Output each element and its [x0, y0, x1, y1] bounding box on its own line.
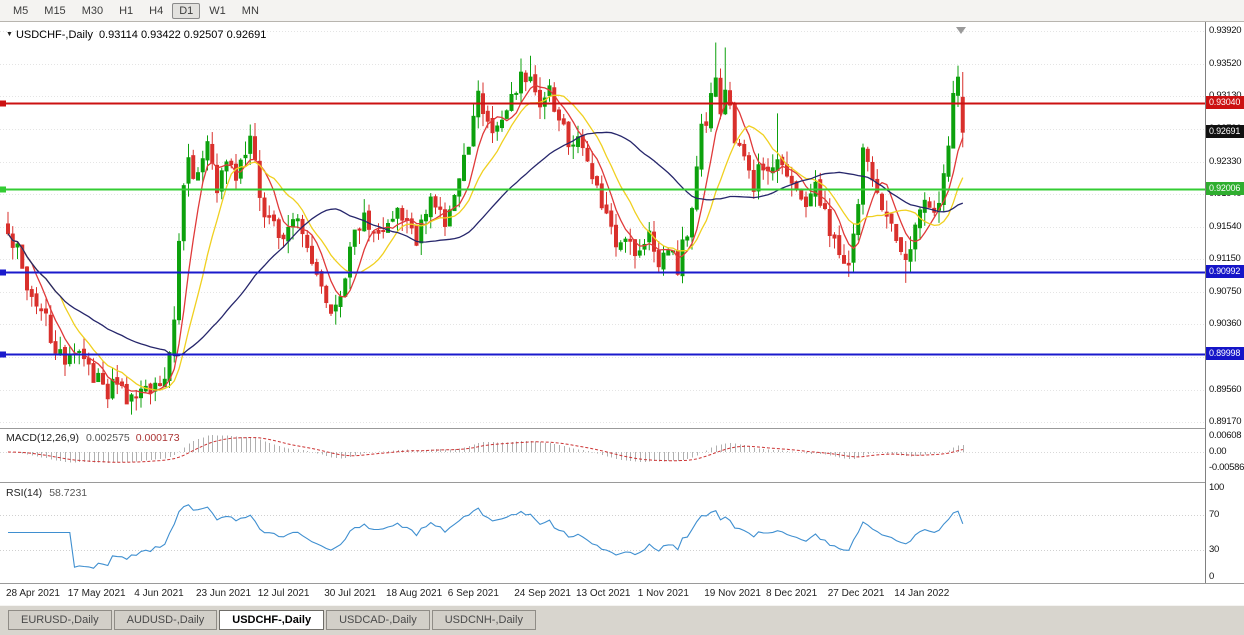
price-axis-tick: 0.93520	[1209, 57, 1242, 69]
date-label: 1 Nov 2021	[637, 588, 689, 599]
timeframe-button-d1[interactable]: D1	[172, 2, 201, 19]
date-label: 4 Jun 2021	[134, 588, 184, 599]
chart-tab-bar: EURUSD-,Daily AUDUSD-,Daily USDCHF-,Daily U…	[0, 605, 1244, 635]
macd-main-value: 0.002575	[85, 432, 130, 444]
price-tag-0.89998: 0.89998	[1206, 346, 1244, 360]
symbol-tab-usdcnh[interactable]: USDCNH-,Daily	[431, 610, 536, 630]
macd-label: MACD(12,26,9) 0.002575 0.000173	[6, 432, 180, 444]
symbol-tab-usdcad[interactable]: USDCAD-,Daily	[326, 610, 430, 630]
candlesticks	[6, 42, 965, 415]
level-left-marker	[0, 100, 6, 107]
timeframe-button-m5[interactable]: M5	[13, 4, 29, 17]
rsi-line	[8, 504, 964, 569]
price-axis-tick: 0.90750	[1209, 285, 1242, 297]
timeframe-button-m15[interactable]: M15	[44, 4, 66, 17]
level-left-marker	[0, 269, 6, 276]
macd-axis-tick: 0.00	[1209, 446, 1227, 457]
date-axis: 28 Apr 2021 17 May 2021 4 Jun 2021 23 Jun 2…	[0, 584, 1244, 605]
price-tag-0.90992: 0.90992	[1206, 265, 1244, 279]
rsi-axis-tick: 0	[1209, 571, 1214, 582]
rsi-indicator-name: RSI(14)	[6, 487, 43, 499]
level-left-marker	[0, 351, 6, 358]
macd-signal-value: 0.000173	[135, 432, 180, 444]
chart-title: ▼ USDCHF-,Daily 0.93114 0.93422 0.92507 0.…	[6, 29, 266, 41]
rsi-value: 58.7231	[49, 487, 88, 499]
pane-separator[interactable]	[0, 428, 1244, 429]
date-label: 12 Jul 2021	[257, 588, 310, 599]
chart-ohlc-values: 0.93114 0.93422 0.92507 0.92691	[98, 29, 267, 41]
date-label: 8 Dec 2021	[766, 588, 818, 599]
rsi-pane[interactable]	[0, 483, 1205, 583]
horizontal-level-lines[interactable]	[0, 100, 1205, 358]
macd-signal-line	[7, 436, 963, 463]
date-label: 30 Jul 2021	[324, 588, 376, 599]
rsi-axis-tick: 100	[1209, 482, 1224, 493]
rsi-axis-tick: 70	[1209, 508, 1219, 520]
date-label: 28 Apr 2021	[6, 588, 60, 599]
date-label: 14 Jan 2022	[894, 588, 950, 599]
price-axis-tick: 0.92330	[1209, 155, 1242, 167]
rsi-label: RSI(14) 58.7231	[6, 487, 87, 499]
timeframe-button-mn[interactable]: MN	[241, 4, 259, 17]
price-axis-tick: 0.89560	[1209, 383, 1242, 395]
timeframe-toolbar: M5 M15 M30 H1 H4 D1 W1 MN	[0, 0, 1244, 22]
price-axis-tick: 0.91150	[1209, 253, 1241, 264]
price-axis-tick: 0.93130	[1209, 90, 1242, 101]
price-axis: 0.939200.935200.931300.927300.923300.919…	[1205, 22, 1244, 583]
date-label: 19 Nov 2021	[704, 588, 761, 599]
price-tag-0.92691: 0.92691	[1206, 125, 1244, 139]
price-tag-0.92006: 0.92006	[1206, 181, 1244, 195]
timeframe-button-h4[interactable]: H4	[149, 4, 164, 17]
symbol-tab-eurusd[interactable]: EURUSD-,Daily	[8, 610, 112, 630]
price-axis-tick: 0.90360	[1209, 318, 1242, 330]
date-label: 27 Dec 2021	[827, 588, 885, 599]
macd-indicator-name: MACD(12,26,9)	[6, 432, 79, 444]
symbol-tab-usdchf[interactable]: USDCHF-,Daily	[219, 610, 325, 630]
date-label: 13 Oct 2021	[576, 588, 631, 599]
moving-averages	[7, 84, 964, 395]
date-label: 6 Sep 2021	[447, 588, 499, 599]
price-axis-tick: 0.93920	[1209, 25, 1242, 36]
macd-histogram	[13, 435, 964, 463]
timeframe-button-m30[interactable]: M30	[81, 4, 104, 17]
macd-pane[interactable]	[0, 429, 1205, 482]
macd-axis-tick: 0.00608	[1209, 429, 1242, 441]
pane-separator	[0, 583, 1244, 584]
date-label: 24 Sep 2021	[514, 588, 571, 599]
collapse-icon[interactable]: ▼	[6, 31, 13, 38]
price-pane[interactable]	[0, 22, 1205, 428]
symbol-tab-audusd[interactable]: AUDUSD-,Daily	[113, 610, 218, 630]
timeframe-button-w1[interactable]: W1	[209, 4, 226, 17]
chart-shift-marker-icon	[956, 27, 966, 34]
date-label: 18 Aug 2021	[386, 588, 443, 599]
date-label: 23 Jun 2021	[196, 588, 252, 599]
macd-axis-tick: -0.00586	[1209, 461, 1244, 473]
date-label: 17 May 2021	[67, 588, 126, 599]
chart-symbol-period: USDCHF-,Daily	[15, 29, 93, 41]
timeframe-button-h1[interactable]: H1	[119, 4, 134, 17]
level-left-marker	[0, 186, 6, 193]
chart-window[interactable]: ▼ USDCHF-,Daily 0.93114 0.93422 0.92507 0.…	[0, 22, 1244, 605]
price-axis-tick: 0.89170	[1209, 416, 1242, 427]
pane-separator[interactable]	[0, 482, 1244, 483]
rsi-axis-tick: 30	[1209, 544, 1219, 556]
price-tag-0.93040: 0.93040	[1206, 96, 1244, 110]
price-axis-tick: 0.91540	[1209, 220, 1242, 232]
